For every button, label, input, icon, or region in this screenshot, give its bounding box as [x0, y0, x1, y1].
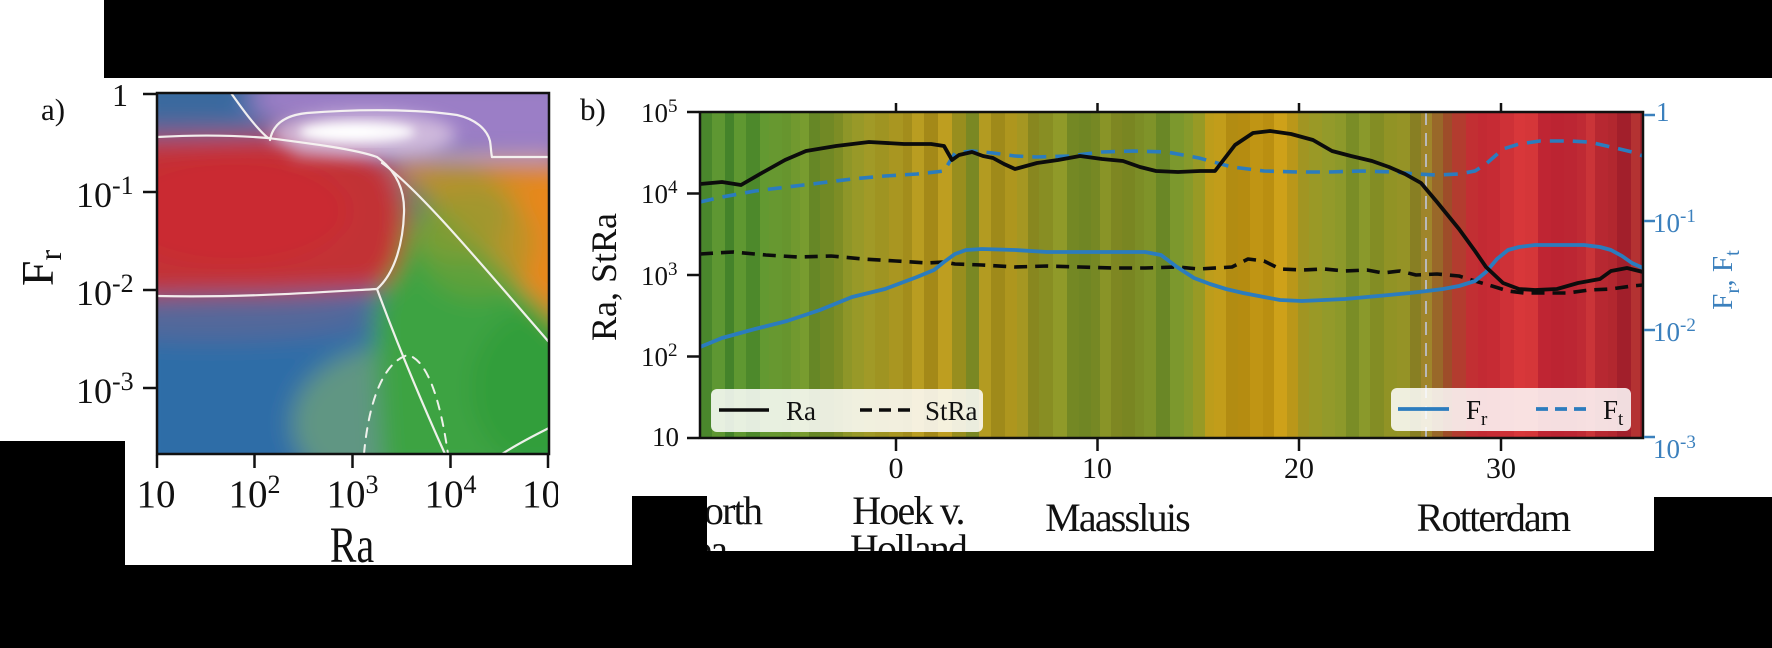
- svg-text:10: 10: [652, 422, 679, 452]
- svg-text:a): a): [41, 92, 65, 127]
- svg-text:Hoek v.: Hoek v.: [852, 488, 963, 533]
- svg-text:10: 10: [1082, 452, 1112, 485]
- svg-text:Ra, StRa: Ra, StRa: [584, 213, 624, 341]
- svg-text:Fr: Fr: [12, 250, 68, 287]
- svg-text:20: 20: [1284, 452, 1314, 485]
- svg-text:1: 1: [112, 77, 128, 113]
- svg-text:30: 30: [1486, 452, 1516, 485]
- svg-text:104: 104: [641, 177, 678, 209]
- svg-text:0: 0: [889, 452, 904, 485]
- svg-text:10-3: 10-3: [1653, 432, 1696, 464]
- svg-text:Fr, Ft: Fr, Ft: [1707, 250, 1744, 310]
- svg-text:Ra: Ra: [330, 516, 374, 573]
- svg-text:1: 1: [1656, 97, 1670, 127]
- svg-text:Ra: Ra: [786, 396, 816, 426]
- svg-text:Rotterdam: Rotterdam: [1417, 495, 1571, 540]
- svg-text:b): b): [580, 92, 606, 127]
- svg-text:102: 102: [229, 470, 281, 516]
- svg-text:10: 10: [137, 473, 176, 516]
- svg-text:Maassluis: Maassluis: [1045, 495, 1190, 540]
- svg-text:StRa: StRa: [925, 396, 978, 426]
